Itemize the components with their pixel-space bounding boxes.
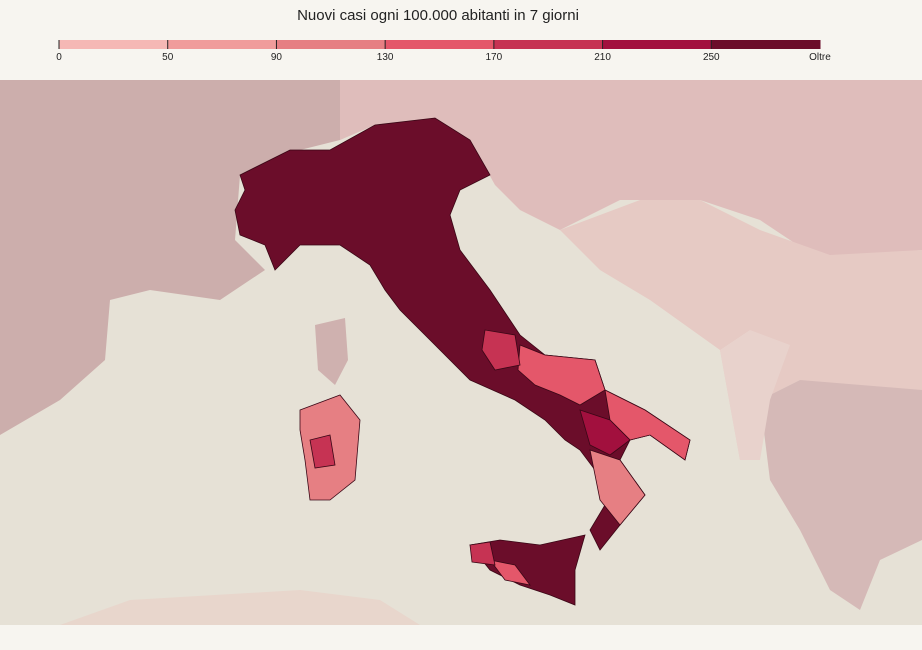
legend-tick-label: 90 [271, 52, 283, 63]
region [489, 559, 531, 586]
region [589, 449, 646, 526]
map [0, 80, 922, 625]
north-neighbours [340, 80, 922, 260]
legend-swatch [167, 40, 277, 49]
legend-title: Nuovi casi ogni 100.000 abitanti in 7 gi… [297, 7, 579, 24]
legend-swatch [276, 40, 386, 49]
africa [60, 590, 420, 625]
albania [720, 330, 790, 460]
legend-end-label: Oltre [809, 52, 831, 63]
region [309, 434, 336, 469]
legend-swatch [59, 40, 169, 49]
legend-tick-label: 210 [594, 52, 611, 63]
legend-swatch [493, 40, 604, 49]
region [469, 541, 496, 566]
greece [760, 380, 922, 610]
legend: 0 50 90 130 170 210 250 Oltre [56, 40, 831, 63]
balkans [560, 200, 922, 460]
legend-tick-label: 0 [56, 52, 62, 63]
legend-tick-label: 50 [162, 52, 174, 63]
legend-swatch [602, 40, 712, 49]
region [579, 409, 631, 456]
region [517, 344, 606, 406]
footer-bg [0, 625, 922, 650]
legend-swatch [385, 40, 495, 49]
corsica [315, 318, 348, 385]
legend-swatch [711, 40, 821, 49]
region [481, 329, 521, 371]
legend-tick-label: 170 [486, 52, 503, 63]
legend-tick-label: 250 [703, 52, 720, 63]
legend-tick-label: 130 [377, 52, 394, 63]
